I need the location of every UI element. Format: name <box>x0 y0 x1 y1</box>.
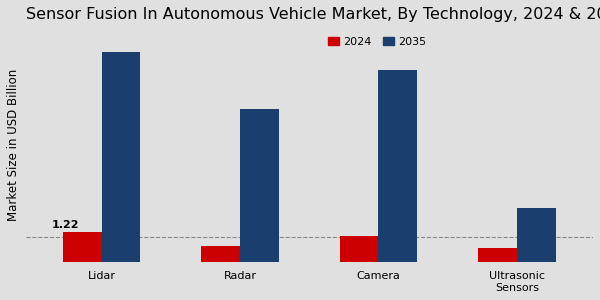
Bar <box>63 232 101 262</box>
Legend: 2024, 2035: 2024, 2035 <box>323 33 431 52</box>
Bar <box>478 248 517 262</box>
Y-axis label: Market Size in USD Billion: Market Size in USD Billion <box>7 68 20 220</box>
Bar <box>101 52 140 262</box>
Bar <box>379 70 417 262</box>
Bar <box>517 208 556 262</box>
Bar <box>240 109 279 262</box>
Text: Sensor Fusion In Autonomous Vehicle Market, By Technology, 2024 & 2035: Sensor Fusion In Autonomous Vehicle Mark… <box>26 7 600 22</box>
Bar <box>340 236 379 262</box>
Bar <box>202 247 240 262</box>
Text: 1.22: 1.22 <box>52 220 79 230</box>
